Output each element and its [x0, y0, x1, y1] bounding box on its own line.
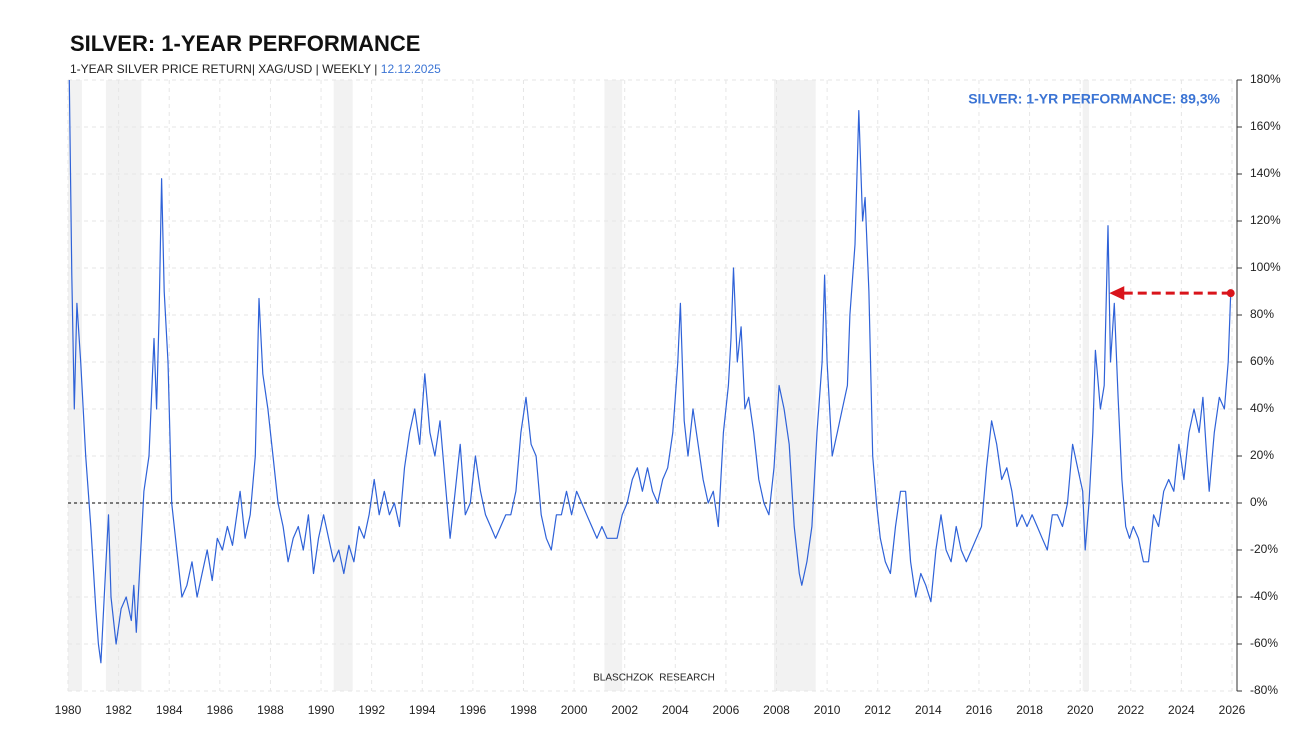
y-tick-label: 60% — [1250, 354, 1274, 368]
y-tick-label: 20% — [1250, 448, 1274, 462]
x-tick-label: 1982 — [105, 703, 132, 717]
chart-title: SILVER: 1-YEAR PERFORMANCE — [70, 31, 420, 56]
subtitle-text: 1-YEAR SILVER PRICE RETURN| XAG/USD | WE… — [70, 62, 381, 76]
y-tick-label: 140% — [1250, 166, 1281, 180]
chart-subtitle: 1-YEAR SILVER PRICE RETURN| XAG/USD | WE… — [70, 62, 441, 76]
y-tick-label: 100% — [1250, 260, 1281, 274]
x-tick-label: 1986 — [206, 703, 233, 717]
x-tick-label: 2016 — [966, 703, 993, 717]
x-tick-label: 2008 — [763, 703, 790, 717]
y-tick-label: 120% — [1250, 213, 1281, 227]
price-return-line — [68, 79, 1232, 664]
x-tick-label: 2010 — [814, 703, 841, 717]
x-tick-label: 2026 — [1219, 703, 1246, 717]
shaded-period — [773, 80, 816, 691]
x-tick-label: 2024 — [1168, 703, 1195, 717]
x-tick-label: 2014 — [915, 703, 942, 717]
shaded-period — [105, 80, 142, 691]
y-tick-label: 0% — [1250, 495, 1268, 509]
x-tick-label: 2012 — [864, 703, 891, 717]
x-tick-label: 1996 — [460, 703, 487, 717]
shaded-period — [333, 80, 353, 691]
x-tick-label: 1994 — [409, 703, 436, 717]
shaded-period — [1082, 80, 1090, 691]
y-tick-label: 80% — [1250, 307, 1274, 321]
y-tick-label: -20% — [1250, 542, 1278, 556]
x-tick-label: 1980 — [55, 703, 82, 717]
x-tick-label: 2006 — [713, 703, 740, 717]
x-tick-label: 2022 — [1117, 703, 1144, 717]
y-tick-label: 40% — [1250, 401, 1274, 415]
x-tick-label: 1988 — [257, 703, 284, 717]
arrow-head — [1109, 286, 1125, 301]
y-tick-label: -60% — [1250, 636, 1278, 650]
y-tick-label: -80% — [1250, 683, 1278, 697]
footer: BLASCHZOK RESEARCH — [593, 673, 715, 684]
x-tick-label: 2002 — [611, 703, 638, 717]
x-tick-label: 2020 — [1067, 703, 1094, 717]
y-tick-label: 160% — [1250, 119, 1281, 133]
x-tick-label: 1998 — [510, 703, 537, 717]
annotation: SILVER: 1-YR PERFORMANCE: 89,3% — [968, 91, 1220, 107]
y-tick-label: 180% — [1250, 72, 1281, 86]
subtitle-date: 12.12.2025 — [381, 62, 441, 76]
shaded-period — [604, 80, 623, 691]
x-tick-label: 2004 — [662, 703, 689, 717]
x-tick-label: 1992 — [358, 703, 385, 717]
x-tick-label: 2000 — [561, 703, 588, 717]
y-tick-label: -40% — [1250, 589, 1278, 603]
x-tick-label: 1984 — [156, 703, 183, 717]
x-tick-label: 1990 — [308, 703, 335, 717]
arrow-dot — [1226, 289, 1235, 298]
x-tick-label: 2018 — [1016, 703, 1043, 717]
